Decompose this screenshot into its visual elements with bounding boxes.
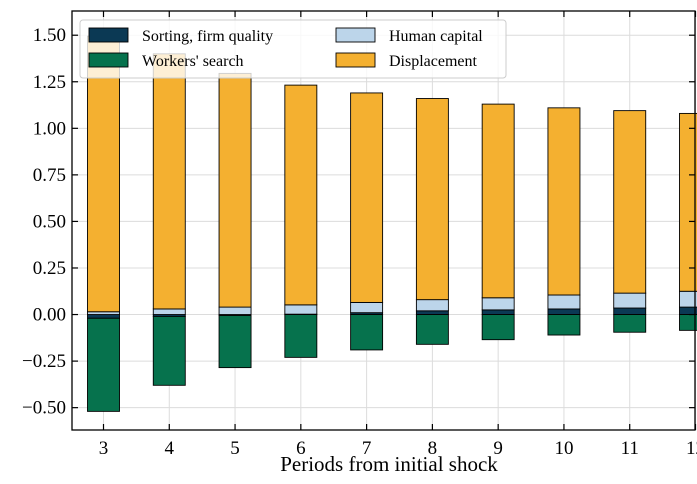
x-tick-label: 12 [686, 438, 697, 459]
bar-segment [547, 294, 581, 310]
legend-label: Workers' search [142, 53, 244, 70]
plot-frame [71, 10, 696, 431]
y-tick-label: 0.50 [33, 211, 66, 232]
bar-segment [284, 314, 318, 358]
x-tick-label: 11 [621, 438, 639, 459]
y-tick-label: 1.50 [33, 25, 66, 46]
x-tick-label: 9 [493, 438, 503, 459]
bar-segment [284, 304, 318, 315]
bar-segment [218, 72, 252, 308]
bar-segment [218, 315, 252, 369]
x-tick-label: 3 [99, 438, 109, 459]
legend-swatch [335, 52, 376, 68]
y-tick-label: −0.50 [22, 398, 66, 419]
bar-segment [415, 98, 449, 301]
bar-segment [87, 314, 120, 319]
bar-segment [481, 103, 515, 299]
bar-segment [415, 310, 449, 315]
bar-segment [350, 301, 384, 314]
bar-segment [152, 315, 186, 386]
y-tick-label: −0.25 [22, 351, 66, 372]
bar-segment [152, 53, 186, 310]
x-tick-label: 5 [230, 438, 240, 459]
x-axis-title: Periods from initial shock [280, 452, 498, 476]
bar-segment [613, 110, 647, 294]
bar-segment [350, 314, 384, 351]
y-tick-label: 0.25 [33, 258, 66, 279]
bar-segment [547, 314, 581, 336]
x-tick-label: 4 [165, 438, 175, 459]
x-tick-label: 10 [554, 438, 573, 459]
legend-label: Human capital [389, 28, 483, 45]
bar-segment [218, 306, 252, 315]
bar-segment [547, 107, 581, 296]
legend-swatch [88, 52, 129, 68]
bar-segment [152, 308, 186, 315]
y-tick-label: 1.00 [33, 118, 66, 139]
legend: Sorting, firm quality Workers' search Huma… [79, 19, 507, 79]
bar-segment [415, 314, 449, 345]
bar-segment [481, 309, 515, 315]
bar-segment [613, 292, 647, 309]
axes: −0.50 −0.25 0.00 0.25 0.50 0.75 1.00 1.25 1.50 3 4… [22, 10, 697, 459]
bar-segment [481, 297, 515, 311]
bar-segment [284, 84, 318, 306]
bar-segment [350, 92, 384, 303]
y-tick-label: 1.25 [33, 72, 66, 93]
y-tick-label: 0.00 [33, 305, 66, 326]
bar-segment [547, 308, 581, 315]
y-tick-label: 0.75 [33, 165, 66, 186]
x-tick-label: 6 [296, 438, 306, 459]
legend-box [79, 19, 507, 79]
x-tick-label: 7 [362, 438, 372, 459]
bar-segment [613, 314, 647, 333]
legend-label: Displacement [389, 53, 478, 70]
legend-swatch [88, 27, 129, 43]
bar-segment [415, 299, 449, 312]
legend-label: Sorting, firm quality [142, 28, 273, 45]
legend-swatch [335, 27, 376, 43]
bar-segment [613, 307, 647, 315]
bar-segment [481, 314, 515, 341]
bars [87, 35, 697, 412]
bar-segment [87, 317, 120, 412]
x-tick-label: 8 [428, 438, 438, 459]
